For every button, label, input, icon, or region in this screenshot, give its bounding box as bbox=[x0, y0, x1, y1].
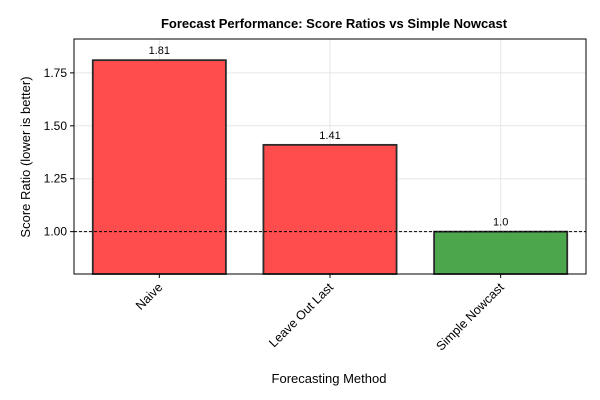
bar-naive bbox=[91, 59, 227, 275]
y-axis-label: Score Ratio (lower is better) bbox=[18, 76, 33, 237]
chart-title: Forecast Performance: Score Ratios vs Si… bbox=[161, 16, 508, 31]
x-tick-label: Simple Nowcast bbox=[434, 280, 508, 354]
data-label-layer: 1.81 1.41 1.0 bbox=[149, 45, 509, 228]
bar-leave-out-last bbox=[262, 143, 398, 275]
bar-simple-nowcast bbox=[433, 230, 569, 275]
x-tick-label: Naive bbox=[133, 280, 166, 313]
y-tick-label: 1.25 bbox=[44, 172, 68, 186]
x-tick-label: Leave Out Last bbox=[266, 280, 336, 350]
y-tick-label: 1.50 bbox=[44, 119, 68, 133]
y-axis-ticks: 1.00 1.25 1.50 1.75 bbox=[44, 66, 74, 239]
data-label: 1.81 bbox=[149, 45, 170, 57]
data-label: 1.41 bbox=[319, 130, 340, 142]
x-axis-ticks: Naive Leave Out Last Simple Nowcast bbox=[133, 274, 507, 353]
y-tick-label: 1.75 bbox=[44, 66, 68, 80]
x-axis-label: Forecasting Method bbox=[272, 371, 387, 386]
data-label: 1.0 bbox=[493, 217, 508, 229]
y-tick-label: 1.00 bbox=[44, 225, 68, 239]
